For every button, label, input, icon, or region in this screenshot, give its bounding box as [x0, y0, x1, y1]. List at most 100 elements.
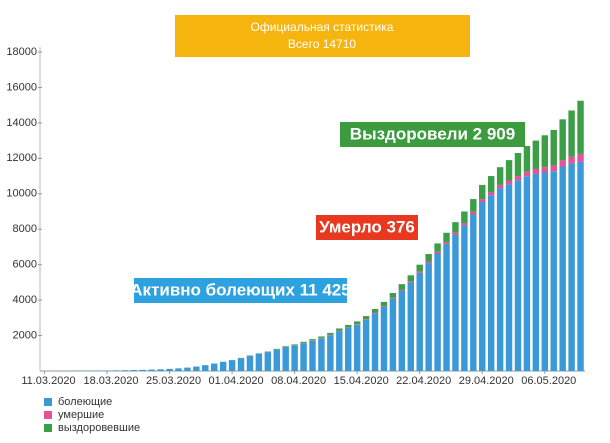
bar-segment — [443, 241, 450, 244]
bar-segment — [380, 301, 388, 306]
x-tick-label: 08.04.2020 — [271, 375, 326, 387]
annotation: Выздоровели 2 909 — [350, 124, 515, 143]
legend-swatch — [44, 411, 52, 419]
bar-segment — [487, 195, 495, 371]
bar-segment — [130, 370, 138, 371]
bar-segment — [389, 298, 397, 371]
chart-title: Официальная статистика — [251, 20, 394, 34]
bar-segment — [228, 360, 236, 371]
bar-segment — [470, 214, 477, 371]
bar-segment — [362, 319, 370, 320]
bar-segment — [577, 100, 584, 154]
bar-segment — [425, 254, 432, 262]
legend-swatch — [44, 398, 52, 406]
bar-segment — [362, 316, 370, 320]
bar-segment — [112, 370, 120, 371]
bar-segment — [193, 366, 200, 371]
bar-segment — [496, 167, 504, 185]
bar-segment — [273, 349, 280, 371]
bar-segment — [461, 225, 468, 371]
y-tick-label: 10000 — [6, 188, 37, 200]
bar-segment — [371, 312, 379, 314]
bar-segment — [389, 293, 397, 298]
bar-segment — [309, 340, 316, 371]
bar-segment — [461, 223, 468, 226]
bar-segment — [479, 199, 486, 203]
bar-segment — [121, 370, 129, 371]
bar-segment — [568, 163, 575, 371]
bar-segment — [264, 352, 272, 371]
x-tick-label: 15.04.2020 — [334, 375, 389, 387]
bar-segment — [443, 243, 450, 371]
bar-segment — [291, 344, 298, 346]
x-tick-label: 25.03.2020 — [146, 375, 201, 387]
x-tick-label: 01.04.2020 — [209, 375, 264, 387]
bar-segment — [577, 161, 584, 371]
bar-segment — [345, 324, 352, 328]
bar-segment — [541, 135, 549, 168]
bar-segment — [532, 140, 540, 169]
bar-segment — [568, 156, 575, 164]
bar-segment — [211, 363, 218, 371]
bar-segment — [550, 171, 557, 371]
bar-segment — [452, 222, 459, 233]
bar-segment — [353, 324, 361, 371]
bar-segment — [407, 282, 414, 371]
bar-segment — [184, 367, 191, 371]
x-tick-label: 11.03.2020 — [21, 375, 75, 387]
annotation-box — [316, 215, 418, 240]
bar-segment — [425, 263, 432, 371]
bar-segment — [327, 335, 334, 371]
bar-segment — [202, 365, 209, 371]
bar-segment — [505, 180, 513, 185]
bar-segment — [336, 331, 343, 371]
bar-segment — [487, 176, 495, 193]
bar-segment — [345, 327, 352, 371]
y-tick-label: 6000 — [13, 259, 37, 271]
bar-segment — [559, 166, 566, 371]
bar-segment — [425, 261, 432, 264]
bar-segment — [175, 368, 182, 371]
bar-segment — [157, 369, 164, 371]
bar-segment — [532, 173, 540, 371]
bar-segment — [336, 328, 343, 331]
title-box — [175, 15, 470, 57]
bar-segment — [353, 324, 361, 325]
bar-segment — [398, 290, 406, 371]
y-tick-label: 18000 — [6, 46, 37, 58]
bar-segment — [479, 202, 486, 371]
bar-segment — [550, 165, 557, 172]
bar-segment — [407, 281, 414, 283]
bar-segment — [398, 289, 406, 291]
bar-segment — [327, 332, 334, 335]
bar-segment — [496, 184, 504, 189]
bar-segment — [470, 199, 477, 212]
bar-segment — [577, 153, 584, 162]
bar-segment — [452, 234, 459, 371]
bar-segment — [389, 297, 397, 299]
annotation: Активно болеющих 11 425 — [130, 280, 350, 299]
bar-segment — [487, 192, 495, 196]
legend-label: болеющие — [58, 396, 112, 408]
bar-segment — [371, 313, 379, 371]
bar-segment — [434, 251, 441, 254]
bar-segment — [380, 305, 388, 307]
bar-segment — [523, 171, 531, 177]
bar-segment — [461, 211, 468, 224]
bar-segment — [139, 369, 146, 371]
bar-segment — [514, 176, 522, 181]
y-tick-label: 8000 — [13, 223, 37, 235]
bar-segment — [309, 339, 316, 341]
legend-swatch — [44, 424, 52, 432]
bar-segment — [255, 353, 263, 371]
y-tick-label: 4000 — [13, 294, 37, 306]
bar-segment — [318, 336, 325, 338]
y-tick-label: 16000 — [6, 81, 37, 93]
bar-segment — [273, 348, 280, 350]
x-tick-label: 29.04.2020 — [459, 375, 514, 387]
bar-segment — [434, 253, 441, 371]
x-tick-label: 22.04.2020 — [396, 375, 451, 387]
bar-segment — [559, 160, 566, 167]
bar-segment — [505, 184, 513, 371]
